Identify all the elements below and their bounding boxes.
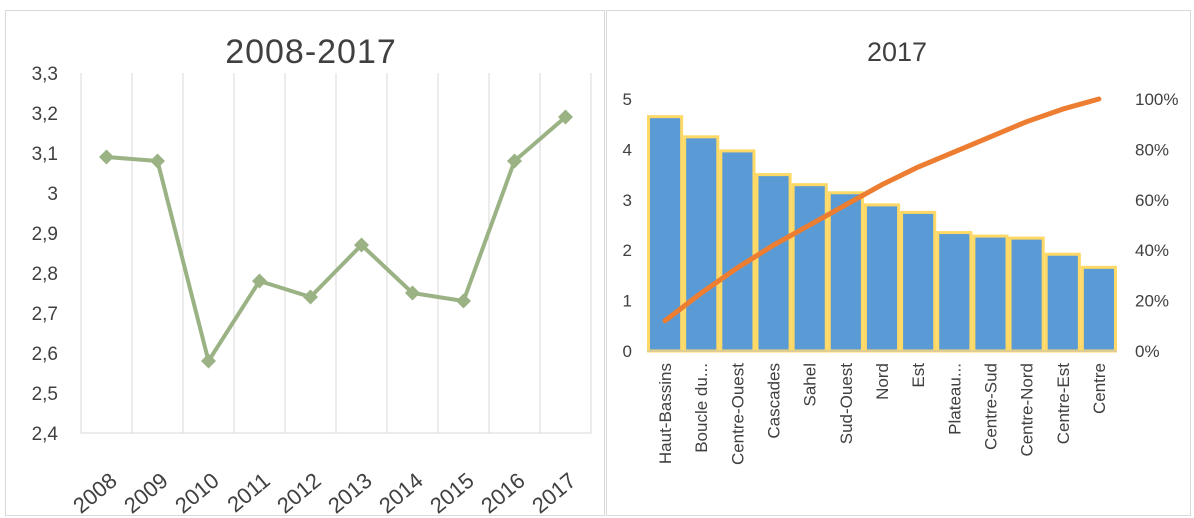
category-label: Centre-Est [1054,363,1073,445]
x-tick-label: 2014 [374,468,428,515]
category-label: Sud-Ouest [837,363,856,445]
data-point-marker [405,285,420,301]
bar [1044,252,1081,353]
category-label: Centre [1090,363,1109,414]
pareto-chart: 2017 0 1 2 3 4 5 0% 20% 40% 60% 80% 100% Haut-Bass… [623,37,1179,465]
y-tick-label: 3,2 [32,104,58,125]
y2-tick-label: 40% [1135,241,1169,260]
x-tick-label: 2017 [527,468,581,515]
y2-tick-label: 20% [1135,292,1169,311]
gridlines [80,73,592,434]
bar-series [647,115,1118,353]
y-tick-label: 2,4 [32,424,59,445]
series-line [99,109,573,369]
x-tick-label: 2011 [222,468,274,515]
y2-tick-label: 100% [1135,90,1178,109]
category-label: Plateau... [945,363,964,435]
chart-title: 2017 [867,37,927,67]
line-chart-panel: 2008-2017 2,4 2,5 2,6 2,7 2,8 2,9 3 3,1 3,2 3,3 2… [5,10,605,516]
data-point-marker [303,289,318,305]
bar [900,210,937,353]
x-tick-label: 2008 [68,468,122,515]
data-point-marker [99,149,114,165]
y-tick-label: 2 [623,241,632,260]
x-tick-label: 2009 [119,468,173,515]
data-point-marker [150,153,165,169]
series-line-path [106,115,567,363]
bar [936,231,973,353]
bar [863,203,901,353]
bar [683,135,720,353]
data-point-marker [456,293,471,309]
bar [755,173,792,353]
category-label: Sahel [801,363,820,406]
data-point-marker [558,109,573,125]
y2-tick-label: 80% [1135,140,1169,159]
bar [719,149,756,353]
bar [647,115,684,353]
data-point-marker [201,353,216,369]
x-tick-label: 2015 [425,468,479,515]
y-tick-label: 1 [623,292,632,311]
y-tick-label: 2,7 [32,304,58,325]
data-point-marker [507,153,522,169]
y-tick-label: 2,8 [32,264,58,285]
y2-tick-label: 60% [1135,191,1169,210]
category-label: Cascades [765,363,784,439]
y2-axis-ticks: 0% 20% 40% 60% 80% 100% [1135,90,1178,361]
bar [1080,265,1118,353]
x-tick-label: 2013 [323,468,377,515]
data-point-marker [252,273,267,289]
category-label: Haut-Bassins [656,363,675,464]
y-tick-label: 0 [623,342,632,361]
line-chart: 2008-2017 2,4 2,5 2,6 2,7 2,8 2,9 3 3,1 3,2 3,3 2… [32,33,592,515]
y-axis-ticks: 2,4 2,5 2,6 2,7 2,8 2,9 3 3,1 3,2 3,3 [32,64,59,445]
cumulative-line-path [662,96,1102,324]
category-label: Boucle du... [692,363,711,453]
pareto-chart-panel: 2017 0 1 2 3 4 5 0% 20% 40% 60% 80% 100% Haut-Bass… [606,10,1191,516]
category-label: Centre-Sud [981,363,1000,450]
chart-title: 2008-2017 [225,33,397,71]
y-tick-label: 3 [47,184,58,205]
y-tick-label: 3,1 [32,144,58,165]
y-tick-label: 3,3 [32,64,58,85]
y-tick-label: 4 [623,140,632,159]
x-tick-label: 2016 [476,468,530,515]
category-label: Nord [873,363,892,400]
bar [791,183,828,353]
data-point-marker [354,237,369,253]
y-tick-label: 3 [623,191,632,210]
category-labels: Haut-Bassins Boucle du... Centre-Ouest Casc… [656,363,1109,465]
y-axis-ticks: 0 1 2 3 4 5 [623,90,632,361]
y2-tick-label: 0% [1135,342,1160,361]
category-label: Est [909,363,928,388]
y-tick-label: 2,5 [32,384,58,405]
category-label: Centre-Ouest [728,363,747,465]
bar [1008,236,1045,353]
bar [972,234,1009,353]
category-label: Centre-Nord [1018,363,1037,457]
cumulative-line [662,96,1102,324]
x-tick-label: 2012 [272,468,326,515]
bar [827,191,864,353]
y-tick-label: 2,6 [32,344,58,365]
y-tick-label: 2,9 [32,224,58,245]
x-tick-label: 2010 [170,468,224,515]
y-tick-label: 5 [623,90,632,109]
